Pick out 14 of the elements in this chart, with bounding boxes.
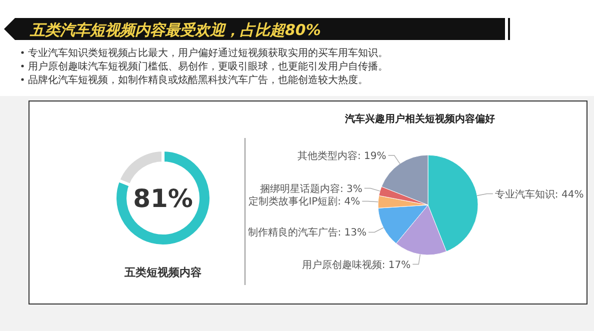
chart-title: 五类汽车短视频内容最受欢迎，占比超80% [29, 21, 321, 39]
text: 五类短视频内容 [124, 266, 202, 279]
slice-label: 其他类型内容: 19% [297, 150, 386, 162]
text: 品牌化汽车短视频，如制作精良或炫酷黑科技汽车广告，也能创造较大热度。 [28, 74, 368, 86]
slice-label: 制作精良的汽车广告: 13% [248, 226, 367, 239]
chart-title: 汽车兴趣用户相关短视频内容偏好 [344, 113, 495, 125]
slice-label: 捆绑明星话题内容: 3% [260, 182, 362, 195]
slice-label: 定制类故事化IP短剧: 4% [248, 196, 360, 208]
slice-label: 专业汽车知识: 44% [494, 188, 584, 200]
data-label: 81% [133, 184, 193, 213]
text: 用户原创趣味汽车短视频门槛低、易创作，更吸引眼球，也更能引发用户自传播。 [28, 60, 388, 72]
text: 专业汽车知识类短视频占比最大，用户偏好通过短视频获取实用的买车用车知识。 [28, 47, 388, 59]
slice-label: 用户原创趣味视频: 17% [302, 258, 411, 271]
donut-slice [114, 148, 212, 248]
